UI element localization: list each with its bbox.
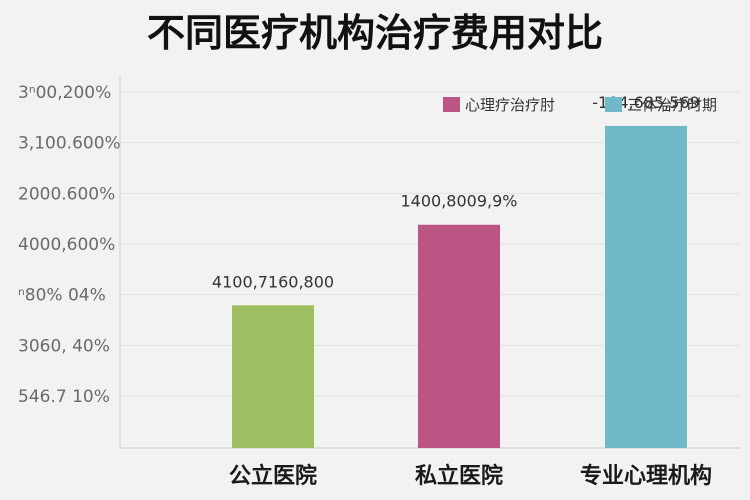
- y-tick-label: 2000.600%: [18, 184, 115, 204]
- y-tick-label: 3060, 40%: [18, 336, 110, 356]
- y-tick-label: 4000,600%: [18, 235, 115, 255]
- bar: [232, 305, 314, 448]
- legend: 心理疗治疗肘 三体治疗时期: [443, 96, 717, 114]
- chart-title: 不同医疗机构治疗费用对比: [147, 11, 603, 55]
- bars: [232, 125, 687, 449]
- legend-label-private: 心理疗治疗肘: [465, 96, 555, 114]
- legend-label-specialist: 三体治疗时期: [627, 96, 717, 114]
- category-label: 私立医院: [415, 463, 503, 489]
- bar: [605, 125, 687, 449]
- y-tick-labels: 3ⁿ00,200% 3,100.600% 2000.600% 4000,600% ⁿ80…: [18, 83, 121, 407]
- y-tick-label: 3ⁿ00,200%: [18, 83, 111, 103]
- category-label: 公立医院: [229, 463, 317, 489]
- y-tick-label: 3,100.600%: [18, 134, 121, 154]
- category-labels: 公立医院 私立医院 专业心理机构: [229, 463, 712, 489]
- data-label: 4100,7160,800: [212, 272, 334, 291]
- bar: [418, 224, 500, 448]
- y-tick-label: ⁿ80% 04%: [18, 286, 106, 306]
- data-label: 1400,8009,9%: [401, 192, 518, 211]
- category-label: 专业心理机构: [580, 463, 712, 489]
- legend-swatch-specialist: [605, 97, 622, 112]
- legend-swatch-private: [443, 97, 460, 112]
- y-tick-label: 546.7 10%: [18, 387, 110, 407]
